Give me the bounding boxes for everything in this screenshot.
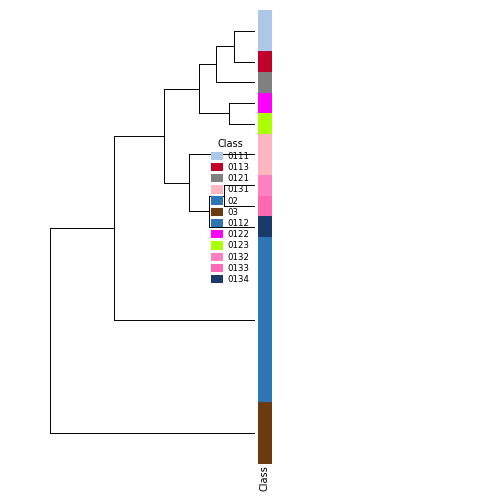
Bar <box>258 51 272 72</box>
Legend: 0111, 0113, 0121, 0131, 02, 03, 0112, 0122, 0123, 0132, 0133, 0134: 0111, 0113, 0121, 0131, 02, 03, 0112, 01… <box>208 137 251 287</box>
Bar <box>258 196 272 216</box>
Bar <box>258 93 272 113</box>
Bar <box>258 134 272 175</box>
Bar <box>258 402 272 464</box>
Bar <box>258 175 272 196</box>
Bar <box>258 237 272 402</box>
Bar <box>258 10 272 51</box>
Bar <box>258 216 272 237</box>
Bar <box>258 72 272 93</box>
Bar <box>258 113 272 134</box>
